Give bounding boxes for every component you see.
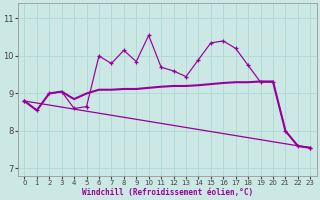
X-axis label: Windchill (Refroidissement éolien,°C): Windchill (Refroidissement éolien,°C) xyxy=(82,188,253,197)
